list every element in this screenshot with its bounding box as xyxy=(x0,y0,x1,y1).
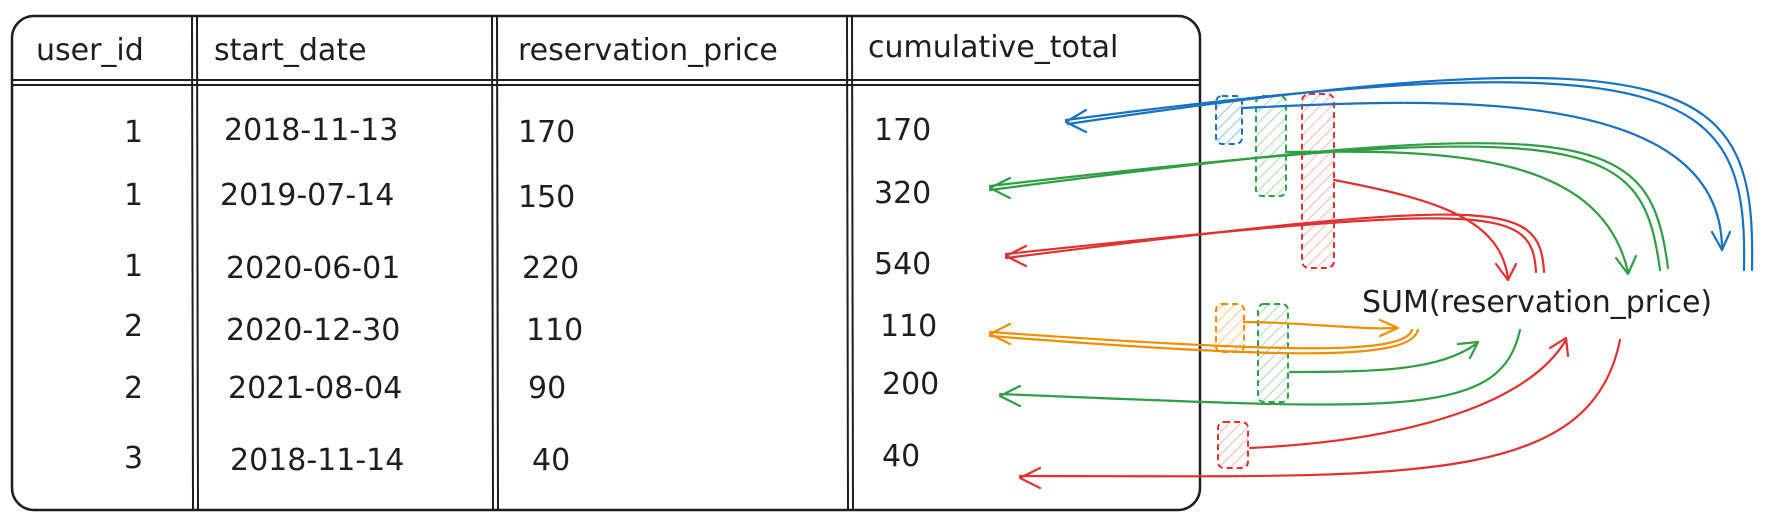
window-marker-red xyxy=(1301,93,1335,269)
cell-cumulative-total: 320 xyxy=(874,176,931,211)
table: user_id start_date reservation_price cum… xyxy=(10,14,1202,512)
column-divider xyxy=(846,15,849,511)
arrowhead xyxy=(1548,336,1570,358)
cell-reservation-price: 110 xyxy=(526,313,583,348)
arrow-blue-in xyxy=(1240,101,1724,250)
header-cumulative-total: cumulative_total xyxy=(868,30,1118,65)
cell-user-id: 2 xyxy=(124,371,143,406)
column-divider xyxy=(496,15,499,511)
cell-reservation-price: 220 xyxy=(522,251,579,286)
arrow-red-out xyxy=(1018,338,1622,478)
arrowhead xyxy=(1064,108,1088,134)
arrow-green-out xyxy=(998,328,1522,406)
cell-user-id: 1 xyxy=(124,178,143,213)
cell-user-id: 3 xyxy=(124,441,143,476)
arrow-red-in xyxy=(1332,178,1510,280)
cell-reservation-price: 90 xyxy=(528,371,566,406)
cell-start-date: 2018-11-13 xyxy=(224,113,398,148)
cell-start-date: 2021-08-04 xyxy=(228,371,402,406)
arrowhead xyxy=(1456,340,1480,360)
arrow-red-in xyxy=(1248,338,1568,450)
arrowhead xyxy=(1494,262,1518,282)
arrowhead xyxy=(1614,254,1638,276)
window-function-label: SUM(reservation_price) xyxy=(1362,285,1712,320)
window-marker-blue xyxy=(1215,95,1243,145)
arrowhead xyxy=(988,322,1012,346)
arrow-red-out xyxy=(1004,213,1546,274)
column-divider xyxy=(491,15,494,511)
arrow-orange-out xyxy=(988,328,1414,350)
arrowhead xyxy=(1378,318,1400,338)
cell-start-date: 2020-06-01 xyxy=(226,251,400,286)
cell-user-id: 1 xyxy=(124,249,143,284)
header-reservation-price: reservation_price xyxy=(518,33,778,68)
window-markers xyxy=(1215,93,1335,469)
arrowhead xyxy=(988,176,1012,200)
cell-reservation-price: 150 xyxy=(518,180,575,215)
arrow-green-in xyxy=(1284,150,1630,274)
cell-cumulative-total: 40 xyxy=(882,439,920,474)
column-divider xyxy=(196,15,199,511)
header-start-date: start_date xyxy=(214,33,367,68)
arrowhead xyxy=(998,384,1022,408)
cell-cumulative-total: 170 xyxy=(874,113,931,148)
window-marker-red xyxy=(1217,421,1249,469)
cell-reservation-price: 40 xyxy=(532,443,570,478)
cell-user-id: 2 xyxy=(124,309,143,344)
cell-cumulative-total: 110 xyxy=(880,309,937,344)
arrowhead xyxy=(1004,244,1028,268)
arrows xyxy=(988,76,1754,490)
cell-start-date: 2019-07-14 xyxy=(220,178,394,213)
cell-user-id: 1 xyxy=(124,115,143,150)
cell-reservation-price: 170 xyxy=(518,115,575,150)
arrow-orange-out xyxy=(988,328,1420,355)
arrow-green-out xyxy=(988,145,1662,272)
column-divider xyxy=(191,15,194,511)
arrowhead xyxy=(1710,230,1732,252)
header-user-id: user_id xyxy=(36,33,144,68)
cell-cumulative-total: 200 xyxy=(882,367,939,402)
cell-start-date: 2020-12-30 xyxy=(226,313,400,348)
column-divider xyxy=(851,15,854,511)
arrow-green-in xyxy=(1288,342,1478,374)
window-marker-orange xyxy=(1215,303,1245,353)
arrowhead xyxy=(1018,466,1042,490)
arrow-red-out xyxy=(1004,217,1538,274)
cell-cumulative-total: 540 xyxy=(874,247,931,282)
table-border xyxy=(10,14,1202,512)
window-marker-green xyxy=(1255,95,1287,197)
arrow-orange-in xyxy=(1242,320,1398,330)
cell-start-date: 2018-11-14 xyxy=(230,443,404,478)
arrow-blue-out xyxy=(1064,81,1746,272)
